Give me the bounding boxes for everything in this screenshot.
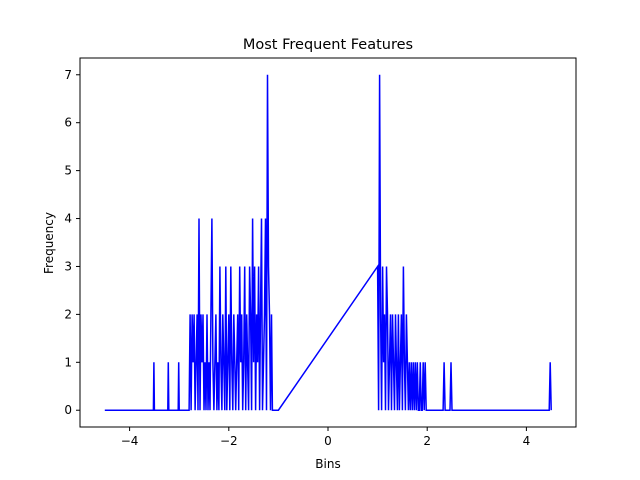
x-tick-label: 4	[523, 434, 531, 448]
y-tick-label: 0	[64, 403, 72, 417]
y-tick-label: 7	[64, 68, 72, 82]
x-tick-label: −2	[220, 434, 238, 448]
y-tick-label: 6	[64, 116, 72, 130]
x-tick-label: −4	[121, 434, 139, 448]
x-axis: −4 −2 0 2 4	[121, 427, 530, 448]
series-line	[104, 74, 552, 411]
y-tick-label: 4	[64, 212, 72, 226]
y-tick-label: 2	[64, 307, 72, 321]
y-axis-label: Frequency	[42, 212, 56, 274]
x-tick-label: 2	[423, 434, 431, 448]
axes-frame	[79, 57, 577, 428]
chart-title: Most Frequent Features	[243, 37, 413, 53]
x-axis-label: Bins	[315, 457, 340, 471]
y-tick-label: 3	[64, 259, 72, 273]
plot-area	[104, 74, 552, 411]
y-tick-label: 1	[64, 355, 72, 369]
y-tick-label: 5	[64, 164, 72, 178]
y-axis: 0 1 2 3 4 5 6 7	[64, 68, 80, 417]
x-tick-label: 0	[324, 434, 332, 448]
